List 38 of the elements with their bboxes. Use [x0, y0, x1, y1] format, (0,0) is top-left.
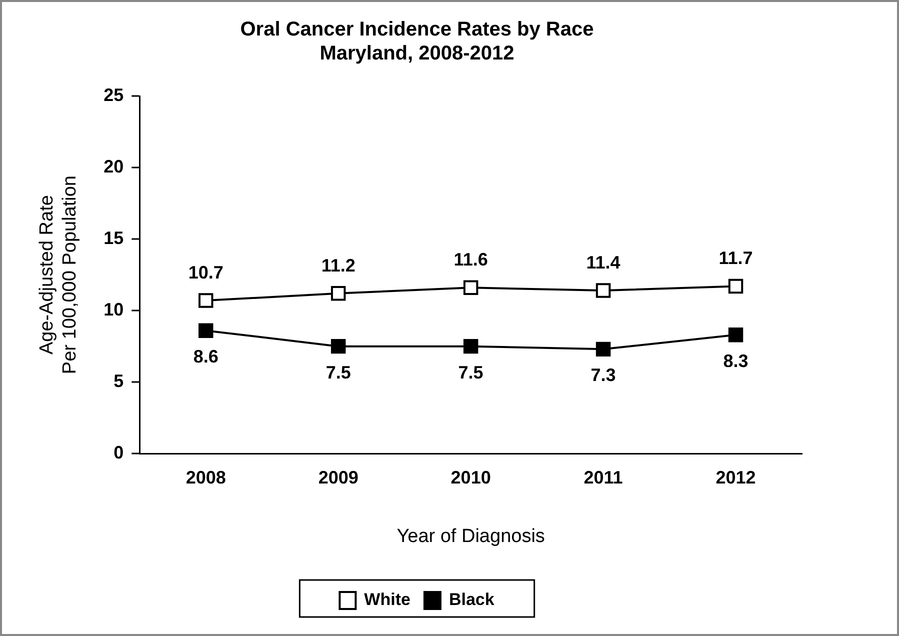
- data-label: 11.6: [454, 250, 488, 270]
- legend-label: Black: [448, 590, 495, 610]
- data-label: 10.7: [188, 262, 224, 283]
- legend-label: White: [364, 590, 410, 610]
- y-tick-label: 15: [104, 228, 124, 248]
- x-tick-label: 2008: [186, 467, 226, 488]
- point: [330, 338, 346, 354]
- x-tick-label: 2009: [318, 467, 358, 488]
- data-label: 7.5: [326, 362, 351, 382]
- text: Maryland, 2008-2012: [320, 42, 514, 65]
- data-label: 8.3: [723, 350, 748, 371]
- point: [596, 342, 611, 357]
- data-label: 11.7: [718, 248, 753, 268]
- y-tick-label: 5: [114, 371, 124, 392]
- text: Oral Cancer Incidence Rates by Race: [240, 18, 594, 41]
- point: [330, 286, 346, 301]
- data-label: 11.2: [321, 255, 356, 276]
- point: [198, 323, 214, 338]
- point: [728, 278, 744, 294]
- point: [463, 338, 478, 354]
- point: [596, 283, 611, 298]
- x-tick-label: 2010: [450, 467, 491, 488]
- y-tick-label: 20: [104, 156, 124, 176]
- x-tick-label: 2012: [716, 467, 756, 488]
- data-label: 8.6: [193, 346, 218, 367]
- text: Per 100,000 Population: [59, 175, 80, 374]
- point: [463, 280, 478, 296]
- data-label: 11.4: [586, 252, 620, 273]
- y-tick-label: 25: [104, 84, 124, 105]
- text: Age-Adjusted Rate: [36, 195, 58, 355]
- x-axis-title: Year of Diagnosis: [396, 526, 545, 547]
- y-tick-label: 0: [114, 442, 124, 463]
- y-tick-label: 10: [104, 300, 124, 320]
- point: [728, 328, 744, 342]
- x-tick-label: 2011: [584, 467, 623, 488]
- data-label: 7.5: [458, 362, 484, 382]
- data-label: 7.3: [590, 365, 616, 386]
- point: [198, 293, 214, 308]
